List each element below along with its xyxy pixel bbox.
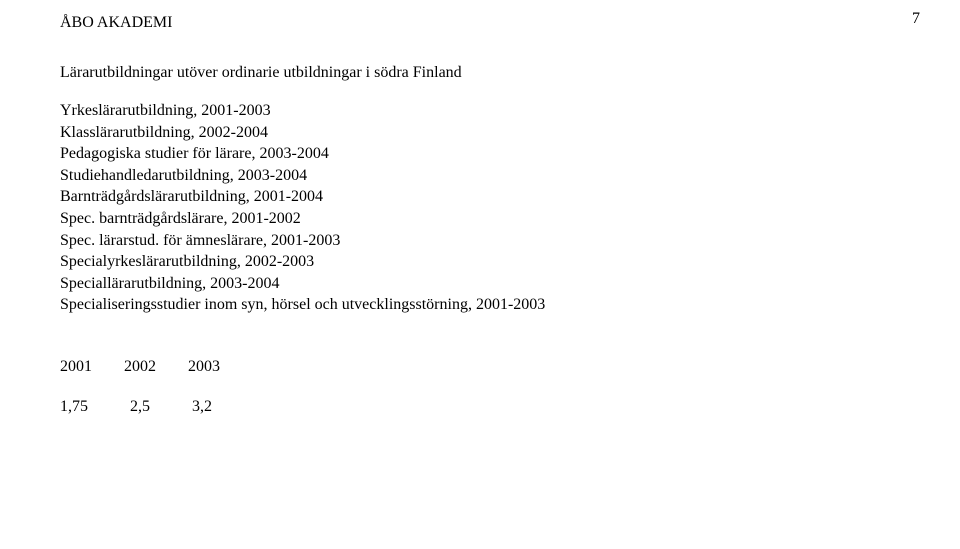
list-item: Yrkeslärarutbildning, 2001-2003	[60, 100, 900, 122]
value-cell: 1,75	[60, 398, 88, 416]
value-cell: 3,2	[192, 398, 212, 416]
page-container: 7 ÅBO AKADEMI Lärarutbildningar utöver o…	[0, 0, 960, 549]
program-list: Yrkeslärarutbildning, 2001-2003 Klasslär…	[60, 100, 900, 316]
list-item: Pedagogiska studier för lärare, 2003-200…	[60, 143, 900, 165]
section-title: Lärarutbildningar utöver ordinarie utbil…	[60, 64, 900, 82]
list-item: Spec. barnträdgårdslärare, 2001-2002	[60, 208, 900, 230]
list-item: Klasslärarutbildning, 2002-2004	[60, 122, 900, 144]
year-row: 2001 2002 2003	[60, 358, 900, 376]
page-number: 7	[912, 10, 920, 28]
year-cell: 2001	[60, 358, 92, 376]
list-item: Spec. lärarstud. för ämneslärare, 2001-2…	[60, 230, 900, 252]
institution-heading: ÅBO AKADEMI	[60, 14, 900, 32]
list-item: Specialyrkeslärarutbildning, 2002-2003	[60, 251, 900, 273]
list-item: Barnträdgårdslärarutbildning, 2001-2004	[60, 186, 900, 208]
value-cell: 2,5	[130, 398, 150, 416]
value-row: 1,75 2,5 3,2	[60, 398, 900, 416]
list-item: Specialiseringsstudier inom syn, hörsel …	[60, 294, 900, 316]
year-cell: 2002	[124, 358, 156, 376]
list-item: Speciallärarutbildning, 2003-2004	[60, 273, 900, 295]
year-cell: 2003	[188, 358, 220, 376]
list-item: Studiehandledarutbildning, 2003-2004	[60, 165, 900, 187]
